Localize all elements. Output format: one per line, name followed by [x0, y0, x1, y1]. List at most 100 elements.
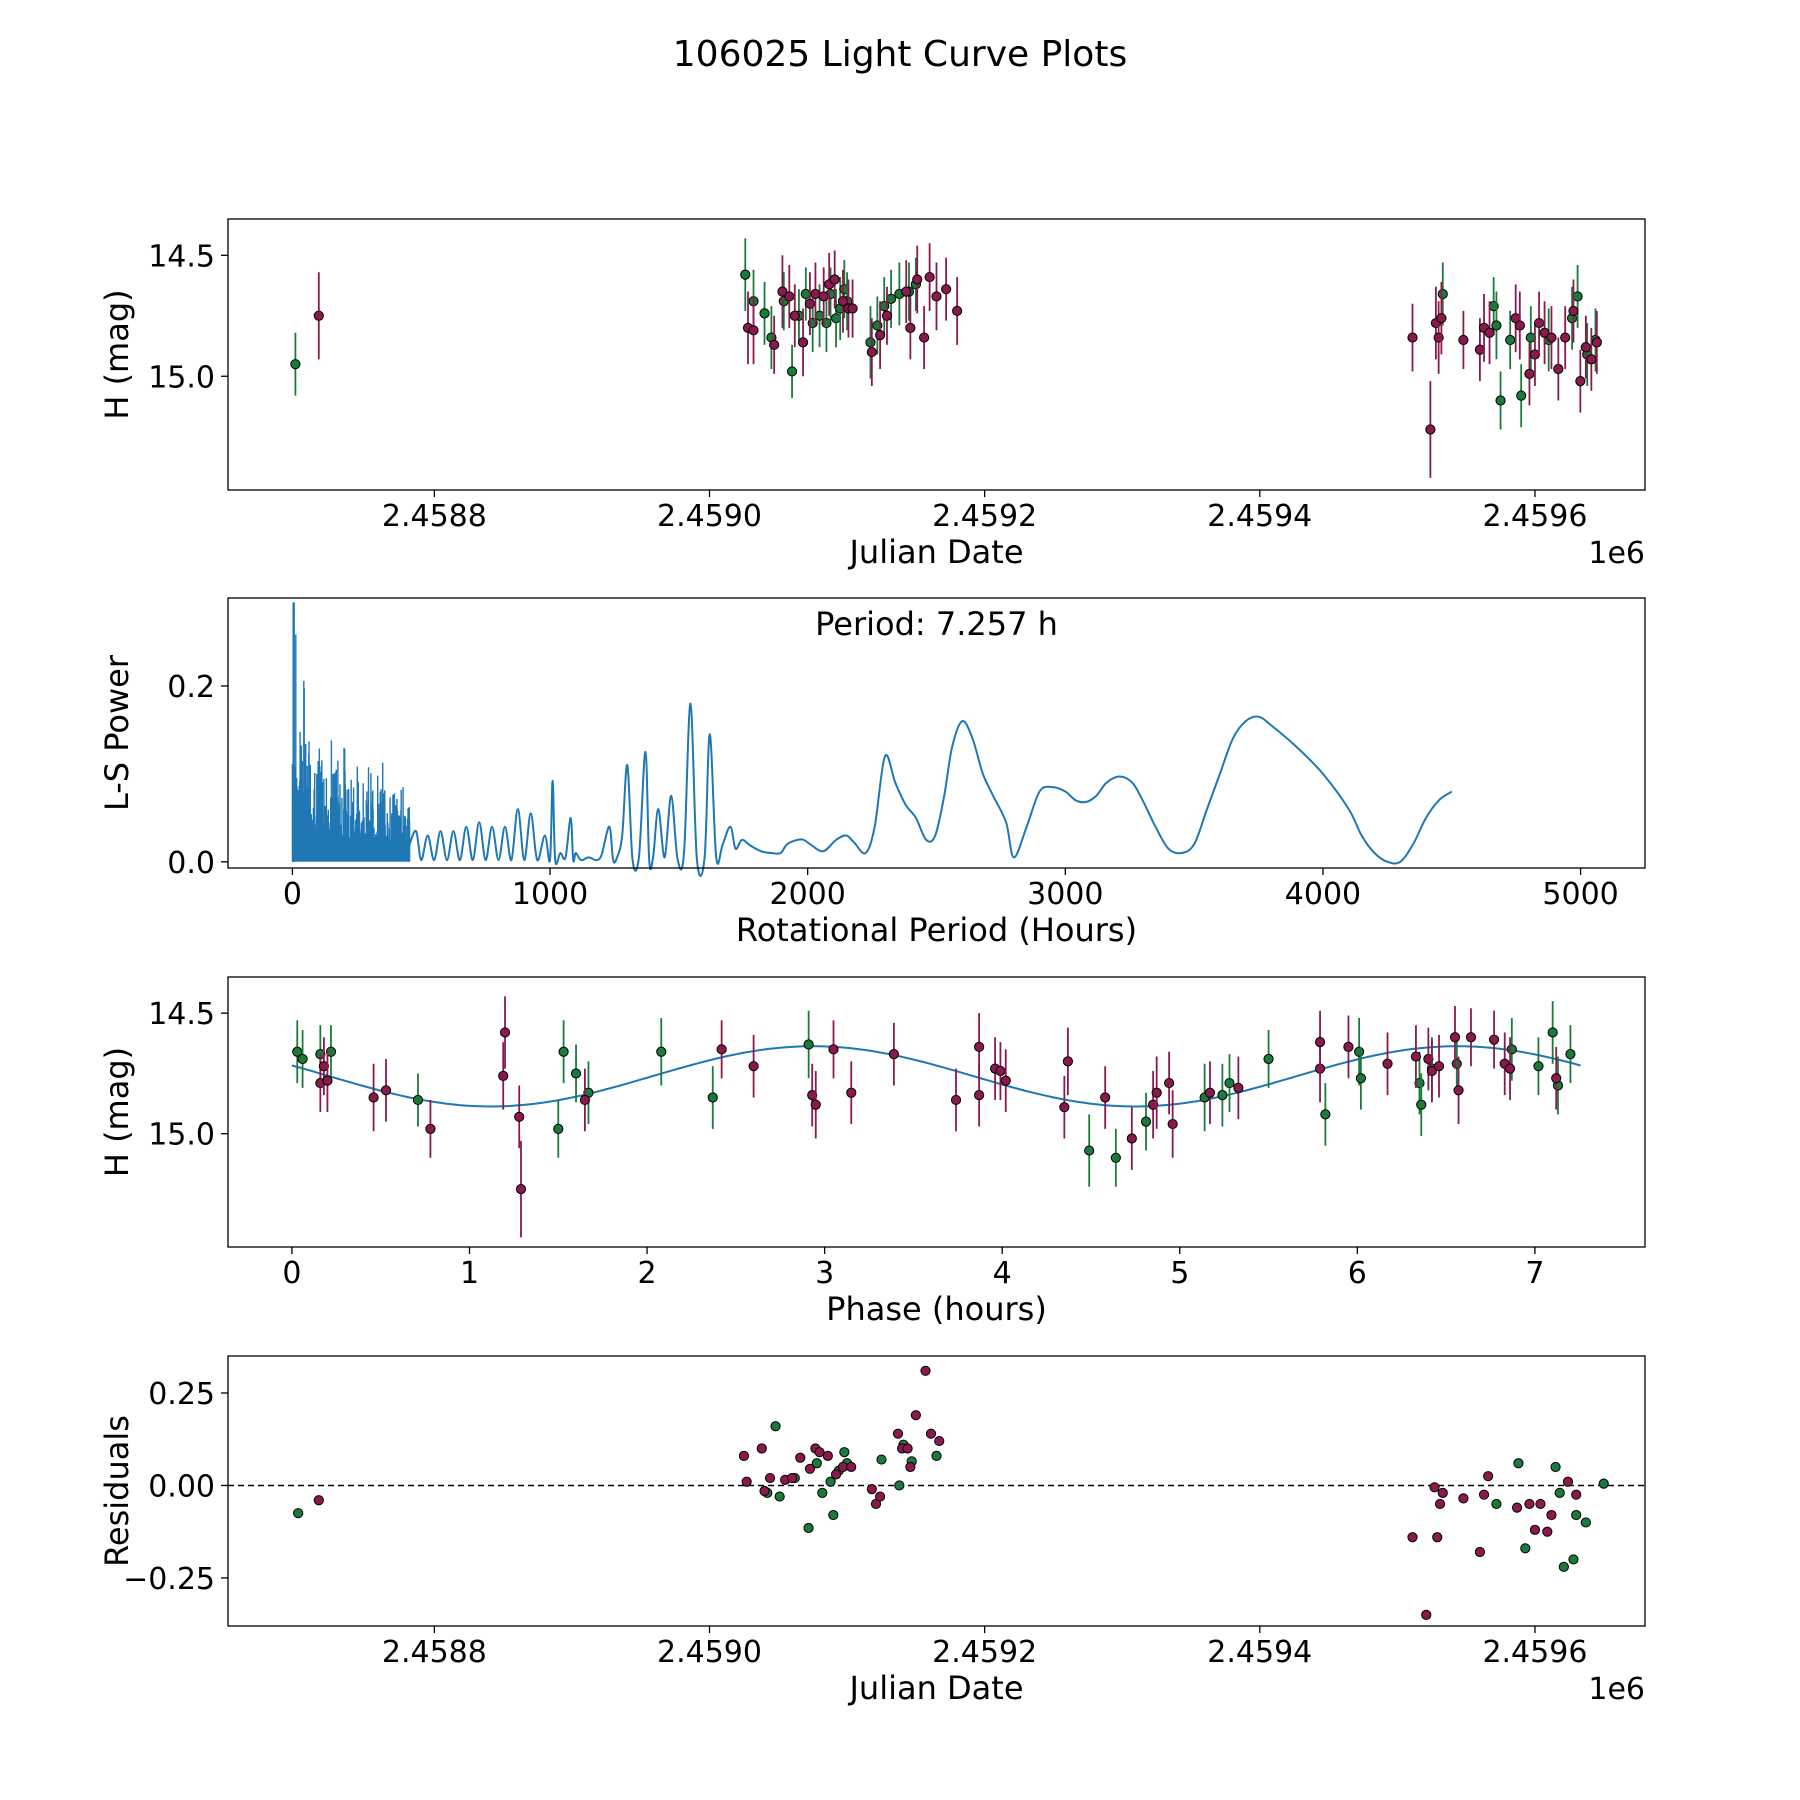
data-point-magenta: [1148, 1099, 1159, 1110]
y-axis-label: H (mag): [98, 1047, 136, 1177]
plot-area: [291, 996, 1581, 1238]
data-point-magenta: [828, 1044, 839, 1055]
data-point-magenta: [829, 274, 840, 285]
data-point-green: [1140, 1116, 1152, 1127]
data-point-magenta: [847, 303, 858, 314]
data-point-magenta: [912, 274, 923, 285]
figure-title: 106025 Light Curve Plots: [673, 34, 1127, 75]
data-point-magenta: [1432, 1532, 1443, 1543]
data-point-magenta: [950, 1094, 962, 1106]
data-point-magenta: [1533, 317, 1545, 329]
x-axis-label: Julian Date: [847, 533, 1023, 571]
data-point-magenta: [866, 1484, 877, 1495]
data-point-magenta: [1453, 1085, 1464, 1096]
data-point-magenta: [1436, 313, 1447, 324]
fit-curve: [291, 1045, 1581, 1108]
data-point-green: [1554, 1487, 1565, 1498]
data-point-green: [293, 1508, 304, 1519]
x-tick-label: 4: [993, 1256, 1012, 1291]
data-point-magenta: [1465, 1032, 1477, 1043]
x-tick-label: 2.4592: [932, 499, 1037, 534]
data-point-magenta: [514, 1111, 525, 1122]
panel-phased: 0 1 2 3 4 5 6 7 14.5 15.0 Phase (hours) H (mag): [98, 976, 1646, 1328]
data-point-magenta: [748, 1061, 759, 1072]
data-point-magenta: [931, 291, 942, 302]
data-point-green: [839, 1447, 850, 1458]
data-point-magenta: [1546, 1509, 1557, 1521]
data-point-green: [1451, 1058, 1462, 1069]
data-point-green: [1520, 1543, 1531, 1554]
y-axis-label: H (mag): [98, 289, 136, 419]
data-point-magenta: [1478, 1489, 1490, 1500]
data-point-green: [553, 1123, 564, 1134]
y-tick-label: 15.0: [148, 1118, 215, 1153]
data-point-green: [886, 293, 897, 304]
data-point-magenta: [1434, 1498, 1446, 1510]
data-point-magenta: [974, 1090, 985, 1101]
data-point-magenta: [925, 1428, 937, 1439]
data-point-magenta: [1586, 354, 1597, 365]
data-point-green: [876, 1454, 887, 1465]
data-point-green: [1550, 1461, 1561, 1473]
data-point-green: [1355, 1073, 1366, 1084]
data-point-magenta: [759, 1485, 770, 1497]
data-point-magenta: [924, 271, 935, 283]
data-point-green: [1437, 288, 1448, 300]
x-tick-label: 3: [815, 1256, 834, 1291]
x-tick-label: 0: [282, 1256, 301, 1291]
data-point-green: [770, 1421, 781, 1432]
x-tick-label: 5: [1170, 1256, 1189, 1291]
data-point-magenta: [1343, 1041, 1354, 1053]
data-point-magenta: [1560, 332, 1571, 343]
panel-residuals: 2.4588 2.4590 2.4592 2.4594 2.4596 0.25 0.00 −0…: [98, 1355, 1646, 1707]
data-point-magenta: [1458, 1493, 1469, 1504]
data-point-green: [1110, 1152, 1121, 1163]
data-point-magenta: [1524, 368, 1535, 379]
data-point-magenta: [368, 1092, 379, 1103]
data-point-green: [865, 337, 876, 348]
data-point-magenta: [748, 325, 759, 336]
data-point-green: [1416, 1099, 1427, 1110]
data-point-magenta: [313, 1495, 324, 1506]
x-tick-label: 2: [638, 1256, 657, 1291]
period-annotation: Period: 7.257 h: [815, 605, 1058, 643]
data-point-magenta: [905, 322, 916, 333]
data-point-magenta: [380, 1085, 392, 1096]
data-point-magenta: [892, 1428, 904, 1439]
x-axis-label: Julian Date: [847, 1669, 1023, 1707]
data-point-green: [412, 1094, 424, 1106]
data-point-magenta: [786, 1472, 798, 1484]
data-point-magenta: [789, 310, 800, 321]
data-point-green: [290, 359, 301, 370]
data-point-magenta: [322, 1075, 333, 1086]
data-point-magenta: [1062, 1056, 1074, 1067]
data-point-magenta: [1167, 1118, 1178, 1130]
data-point-magenta: [974, 1041, 985, 1053]
x-tick-label: 7: [1525, 1256, 1544, 1291]
data-point-magenta: [764, 1472, 776, 1484]
data-point-magenta: [1529, 349, 1541, 360]
y-tick-label: 14.5: [148, 239, 215, 274]
data-point-magenta: [1484, 327, 1495, 338]
data-point-green: [786, 366, 798, 377]
data-point-green: [825, 1476, 836, 1487]
data-point-green: [931, 1450, 942, 1461]
y-tick-label: 0.2: [167, 670, 215, 705]
data-point-magenta: [1164, 1077, 1175, 1089]
x-tick-label: 6: [1348, 1256, 1367, 1291]
plot-area: [228, 1365, 1645, 1621]
x-tick-label: 1: [460, 1256, 479, 1291]
data-point-magenta: [995, 1065, 1006, 1077]
data-point-magenta: [1575, 376, 1586, 387]
data-point-green: [1580, 1517, 1591, 1528]
y-tick-label: 0.0: [167, 846, 215, 881]
data-point-magenta: [499, 1027, 511, 1038]
data-point-green: [1495, 395, 1506, 406]
data-point-magenta: [1474, 344, 1486, 355]
data-point-magenta: [818, 291, 829, 302]
data-point-magenta: [814, 1447, 825, 1458]
data-point-magenta: [1233, 1082, 1244, 1093]
data-point-magenta: [901, 286, 912, 297]
axes-frame: [227, 976, 1646, 1248]
data-point-magenta: [874, 1491, 886, 1502]
